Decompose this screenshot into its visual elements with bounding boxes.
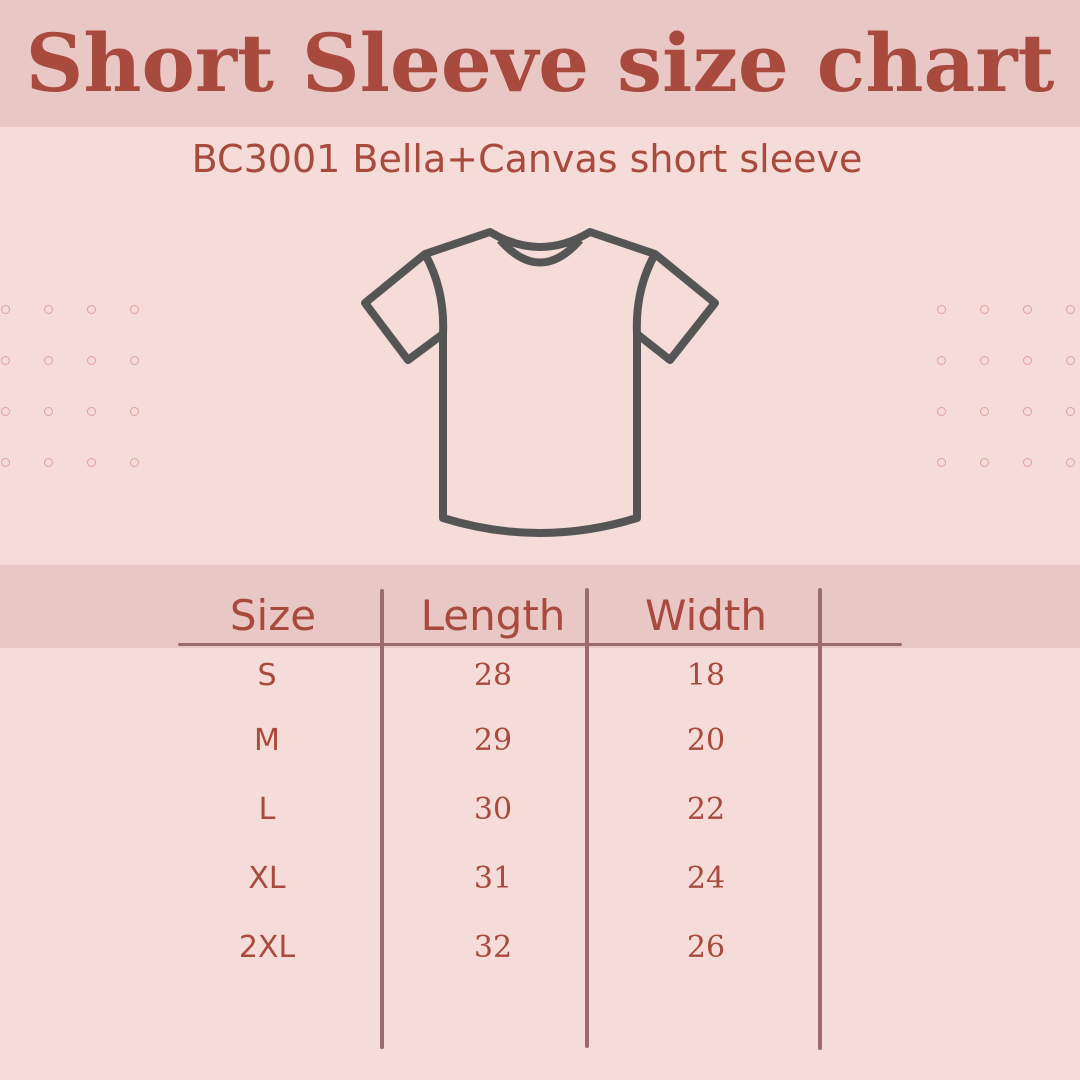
dot	[1023, 407, 1032, 416]
column-divider	[818, 588, 822, 1050]
dot	[1, 407, 10, 416]
dot	[44, 407, 53, 416]
cell-length: 30	[473, 792, 513, 827]
subtitle: BC3001 Bella+Canvas short sleeve	[191, 137, 863, 181]
dot	[1023, 305, 1032, 314]
cell-size: L	[258, 792, 276, 827]
dot	[130, 407, 139, 416]
dot	[980, 458, 989, 467]
column-header-width: Width	[644, 591, 768, 640]
dot	[937, 458, 946, 467]
dot	[937, 356, 946, 365]
cell-size: S	[257, 658, 277, 693]
dot	[1, 305, 10, 314]
dot	[980, 407, 989, 416]
dot	[937, 407, 946, 416]
cell-length: 32	[473, 930, 513, 965]
cell-length: 28	[473, 658, 513, 693]
dot	[1023, 458, 1032, 467]
column-divider	[380, 589, 384, 1049]
dot	[980, 356, 989, 365]
column-header-length: Length	[420, 591, 566, 640]
dot	[1066, 407, 1075, 416]
dot	[44, 305, 53, 314]
cell-size: M	[254, 723, 280, 758]
dot	[87, 458, 96, 467]
dot	[937, 305, 946, 314]
table-header-band	[0, 565, 1080, 648]
dot	[87, 407, 96, 416]
cell-width: 18	[686, 658, 726, 693]
column-divider	[585, 588, 589, 1048]
dot	[1, 458, 10, 467]
dot	[87, 305, 96, 314]
cell-length: 29	[473, 723, 513, 758]
cell-length: 31	[473, 861, 513, 896]
header-divider	[178, 643, 902, 646]
dot	[44, 356, 53, 365]
title-band	[0, 0, 1080, 127]
dot	[1066, 458, 1075, 467]
cell-size: 2XL	[238, 930, 296, 965]
dot	[87, 356, 96, 365]
dot	[44, 458, 53, 467]
dot	[980, 305, 989, 314]
column-header-size: Size	[229, 591, 317, 640]
dot	[1066, 305, 1075, 314]
cell-size: XL	[248, 861, 286, 896]
dot	[1023, 356, 1032, 365]
dot	[1066, 356, 1075, 365]
cell-width: 26	[686, 930, 726, 965]
cell-width: 20	[686, 723, 726, 758]
cell-width: 24	[686, 861, 726, 896]
dot	[130, 305, 139, 314]
dot	[130, 458, 139, 467]
t-shirt-icon	[361, 228, 719, 537]
dot	[130, 356, 139, 365]
page-title: Short Sleeve size chart	[25, 16, 1055, 110]
cell-width: 22	[686, 792, 726, 827]
dot	[1, 356, 10, 365]
